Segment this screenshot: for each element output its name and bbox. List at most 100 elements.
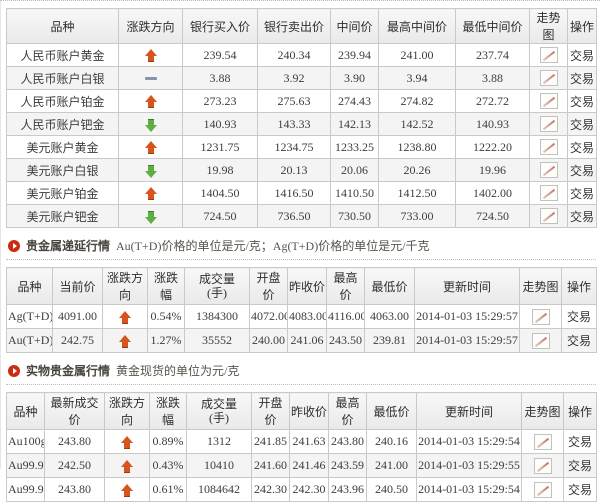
mid-price: 20.06 xyxy=(330,158,379,182)
trade-link[interactable]: 交易 xyxy=(569,209,594,224)
update-time: 2014-01-03 15:29:57 xyxy=(414,304,520,329)
trend-direction-icon xyxy=(121,435,133,449)
trade-link[interactable]: 交易 xyxy=(569,186,594,201)
section-unit-note: 黄金现货的单位为元/克 xyxy=(116,364,240,378)
column-header-bank-sell: 银行卖出价 xyxy=(257,8,331,44)
volume: 1084642 xyxy=(186,477,252,502)
trend-direction-icon xyxy=(144,95,157,109)
trend-chart-button[interactable] xyxy=(539,93,558,110)
open-price: 241.85 xyxy=(251,429,290,454)
low-price: 240.16 xyxy=(366,429,417,454)
bank-sell-price: 240.34 xyxy=(257,43,331,67)
trade-link[interactable]: 交易 xyxy=(569,163,594,178)
low-mid-price: 140.93 xyxy=(455,112,530,136)
column-header-action: 操作 xyxy=(567,8,597,44)
bank-buy-price: 273.23 xyxy=(182,89,258,113)
mini-chart-icon xyxy=(542,212,555,223)
product-name: Au99.95 xyxy=(6,453,45,478)
bank-sell-price: 20.13 xyxy=(257,158,331,182)
table-row: 人民币账户白银 3.88 3.92 3.90 3.94 3.88 交易 xyxy=(6,66,597,90)
high-price: 243.59 xyxy=(328,453,367,478)
mini-chart-icon xyxy=(542,51,555,62)
high-price: 243.80 xyxy=(328,429,367,454)
deferred-metals-table: 品种 当前价 涨跌方向 涨跌幅 成交量 (手) 开盘价 昨收价 最高价 最低价 更… xyxy=(6,267,597,353)
high-price: 243.96 xyxy=(328,477,367,502)
trend-chart-button[interactable] xyxy=(539,208,558,225)
section-bullet-icon xyxy=(8,364,20,377)
low-mid-price: 3.88 xyxy=(455,66,530,90)
trade-link[interactable]: 交易 xyxy=(569,48,594,63)
trend-chart-button[interactable] xyxy=(533,481,552,498)
column-header-bank-buy: 银行买入价 xyxy=(182,8,258,44)
trend-chart-button[interactable] xyxy=(539,162,558,179)
mini-chart-icon xyxy=(542,189,555,200)
low-price: 239.81 xyxy=(364,328,415,353)
column-header-update-time: 更新时间 xyxy=(416,392,522,430)
trade-link[interactable]: 交易 xyxy=(567,435,592,449)
trade-link[interactable]: 交易 xyxy=(566,310,591,324)
low-price: 241.00 xyxy=(366,453,417,478)
account-metals-table: 品种 涨跌方向 银行买入价 银行卖出价 中间价 最高中间价 最低中间价 走势图 … xyxy=(6,8,597,228)
trade-link[interactable]: 交易 xyxy=(566,334,591,348)
trade-link[interactable]: 交易 xyxy=(569,94,594,109)
product-name: 人民币账户黄金 xyxy=(6,43,119,67)
trend-direction-icon xyxy=(144,187,157,201)
product-name: Ag(T+D) xyxy=(6,304,53,329)
column-header-product: 品种 xyxy=(6,8,119,44)
trade-link[interactable]: 交易 xyxy=(567,459,592,473)
bank-buy-price: 239.54 xyxy=(182,43,258,67)
section-title: 实物贵金属行情 xyxy=(26,364,111,378)
volume: 35552 xyxy=(184,328,250,353)
mini-chart-icon xyxy=(534,312,547,323)
trade-link[interactable]: 交易 xyxy=(569,117,594,132)
prev-close-price: 242.30 xyxy=(289,477,329,502)
trend-chart-button[interactable] xyxy=(533,457,552,474)
bank-buy-price: 19.98 xyxy=(182,158,258,182)
trend-chart-button[interactable] xyxy=(531,332,550,349)
bank-sell-price: 1234.75 xyxy=(257,135,331,159)
high-mid-price: 274.82 xyxy=(378,89,456,113)
trend-chart-button[interactable] xyxy=(531,308,550,325)
trend-chart-button[interactable] xyxy=(539,139,558,156)
trend-chart-button[interactable] xyxy=(539,47,558,64)
column-header-low: 最低价 xyxy=(366,392,417,430)
column-header-direction: 涨跌方向 xyxy=(102,267,148,305)
section-title: 贵金属递延行情 xyxy=(26,239,111,253)
product-name: 人民币账户白银 xyxy=(6,66,119,90)
trend-chart-button[interactable] xyxy=(539,116,558,133)
physical-section-header: 实物贵金属行情 黄金现货的单位为元/克 xyxy=(6,360,596,385)
column-header-trend: 走势图 xyxy=(529,8,568,44)
table-row: Au99.95 242.50 0.43% 10410 241.60 241.46… xyxy=(6,453,597,478)
trend-direction-icon xyxy=(121,459,133,473)
trend-chart-button[interactable] xyxy=(539,185,558,202)
trend-direction-icon xyxy=(144,141,157,155)
column-header-open: 开盘价 xyxy=(249,267,288,305)
precious-metals-quotes-page: 品种 涨跌方向 银行买入价 银行卖出价 中间价 最高中间价 最低中间价 走势图 … xyxy=(0,0,600,469)
section-unit-note: Au(T+D)价格的单位是元/克；Ag(T+D)价格的单位是元/千克 xyxy=(116,239,430,253)
mid-price: 142.13 xyxy=(330,112,379,136)
mini-chart-icon xyxy=(542,74,555,85)
low-mid-price: 19.96 xyxy=(455,158,530,182)
trend-chart-button[interactable] xyxy=(533,433,552,450)
volume: 10410 xyxy=(186,453,252,478)
prev-close-price: 241.46 xyxy=(289,453,329,478)
trade-link[interactable]: 交易 xyxy=(569,71,594,86)
high-mid-price: 241.00 xyxy=(378,43,456,67)
trade-link[interactable]: 交易 xyxy=(567,483,592,497)
update-time: 2014-01-03 15:29:55 xyxy=(416,453,522,478)
column-header-product: 品种 xyxy=(6,267,53,305)
trend-direction-icon xyxy=(144,164,157,179)
prev-close-price: 241.63 xyxy=(289,429,329,454)
table-row: 人民币账户铂金 273.23 275.63 274.43 274.82 272.… xyxy=(6,89,597,113)
column-header-action: 操作 xyxy=(563,392,597,430)
column-header-prev-close: 昨收价 xyxy=(289,392,329,430)
header-row: 品种 最新成交价 涨跌方向 涨跌幅 成交量 (手) 开盘价 昨收价 最高价 最低价… xyxy=(6,392,597,430)
mini-chart-icon xyxy=(542,97,555,108)
column-header-volume: 成交量 (手) xyxy=(186,392,252,430)
trend-chart-button[interactable] xyxy=(539,70,558,87)
volume: 1384300 xyxy=(184,304,250,329)
low-price: 240.50 xyxy=(366,477,417,502)
column-header-update-time: 更新时间 xyxy=(414,267,520,305)
trade-link[interactable]: 交易 xyxy=(569,140,594,155)
product-name: 美元账户钯金 xyxy=(6,204,119,228)
